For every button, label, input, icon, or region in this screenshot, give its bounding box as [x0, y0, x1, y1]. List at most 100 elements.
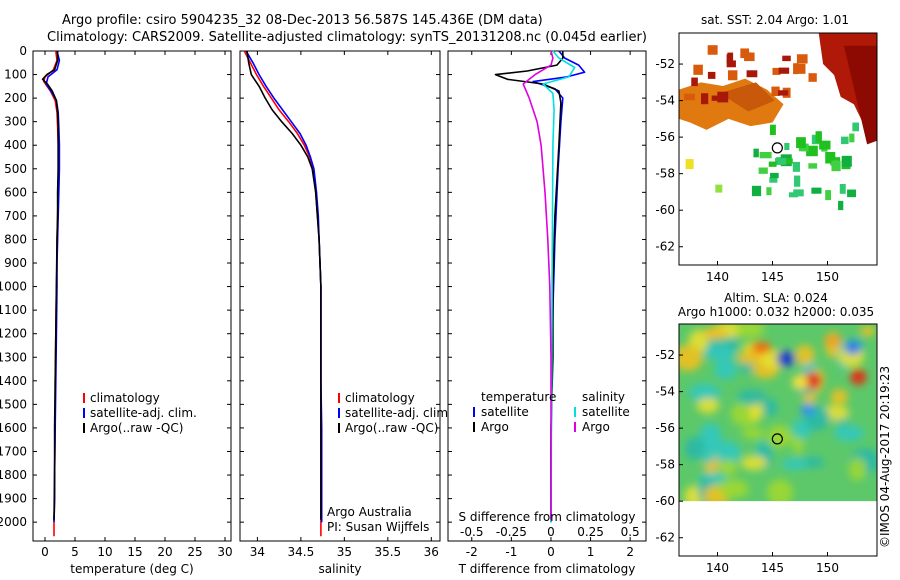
y-tick-label: 0 [19, 44, 27, 58]
s-diff-tick-label: 0.5 [621, 525, 640, 539]
sla-anomaly [860, 325, 876, 337]
sst-cold-patch [753, 148, 759, 158]
x-tick-label: 2 [626, 545, 634, 559]
x-tick-label: 35 [337, 545, 352, 559]
sla-anomaly [741, 455, 768, 471]
sst-cold-patch [794, 175, 801, 187]
x-axis-label: salinity [318, 562, 361, 576]
s-diff-tick-label: 0.25 [577, 525, 604, 539]
map-field [679, 324, 877, 556]
sla-blobs [679, 324, 877, 509]
y-tick-label: 1300 [0, 350, 27, 364]
map-y-tick-label: -62 [655, 531, 675, 545]
x-tick-label: 5 [71, 545, 79, 559]
sla-anomaly [833, 425, 864, 442]
sst-patch [796, 63, 806, 74]
credit-line2: PI: Susan Wijffels [327, 520, 429, 534]
sla-strong-anomaly [776, 350, 795, 367]
x-tick-label: 25 [187, 545, 202, 559]
sla-anomaly [714, 359, 737, 380]
map-field [679, 33, 877, 211]
sst-cold-patch [815, 131, 822, 143]
sst-patch [711, 95, 723, 101]
map-x-tick-label: 145 [761, 561, 784, 575]
x-tick-label: 34 [250, 545, 265, 559]
sla-anomaly [679, 344, 703, 372]
sst-cold-patch [770, 172, 779, 179]
y-tick-label: 900 [4, 256, 27, 270]
sst-cold-patch [793, 189, 804, 197]
sla-anomaly [696, 397, 720, 414]
sst-patch [771, 86, 780, 97]
sla-map-title-line1: Altim. SLA: 0.024 [724, 291, 828, 305]
sla-anomaly [767, 424, 792, 448]
sst-patch [778, 90, 789, 96]
x-tick-label: 15 [127, 545, 142, 559]
sst-cold-patch [841, 155, 852, 167]
sst-orange-core [719, 82, 775, 112]
sst-cold-patch [792, 161, 800, 172]
x-tick-label: 0 [41, 545, 49, 559]
sst-cold-patch [758, 167, 768, 174]
sla-strong-anomaly [844, 340, 861, 355]
legend-label-temp-argo: Argo [481, 420, 509, 434]
sst-patch [782, 55, 791, 62]
sla-anomaly [704, 344, 736, 361]
sst-cold-patch [849, 133, 855, 143]
sst-warm-core [844, 45, 877, 145]
s-diff-tick-label: 0 [547, 525, 555, 539]
sla-anomaly [762, 398, 778, 417]
sla-anomaly [767, 479, 793, 506]
y-tick-label: 700 [4, 209, 27, 223]
map-frame [678, 323, 878, 557]
sst-map-title: sat. SST: 2.04 Argo: 1.01 [701, 13, 849, 27]
x-tick-label: 34.5 [288, 545, 315, 559]
x-tick-label: 1 [587, 545, 595, 559]
sla-strong-anomaly [703, 327, 728, 340]
s-diff-tick-label: -0.5 [460, 525, 483, 539]
map-y-tick-label: -62 [655, 240, 675, 254]
sst-patch [700, 93, 709, 105]
y-tick-label: 600 [4, 185, 27, 199]
sst-patch [778, 67, 790, 74]
s-diff-axis-label: S difference from climatology [459, 510, 636, 524]
x-tick-label: -1 [505, 545, 517, 559]
sst-patch [726, 60, 736, 68]
y-tick-label: 400 [4, 138, 27, 152]
sla-anomaly [713, 441, 741, 465]
y-tick-label: 2000 [0, 515, 27, 529]
sla-strong-anomaly [792, 375, 808, 390]
plot-frame [447, 50, 647, 542]
sst-map: sat. SST: 2.04 Argo: 1.01 140 145 150 -52 -54… [655, 13, 878, 284]
series-line-argo [41, 51, 60, 520]
x-axis-label: T difference from climatology [458, 562, 636, 576]
map-x-tick-label: 140 [706, 270, 729, 284]
sst-patch [745, 52, 752, 58]
x-tick-label: 10 [97, 545, 112, 559]
sst-patch [691, 77, 698, 87]
y-tick-label: 300 [4, 115, 27, 129]
credit-side: ©IMOS 04-Aug-2017 20:19:23 [878, 366, 892, 548]
sst-cold-patch [839, 183, 846, 194]
sst-patch [793, 63, 799, 75]
sst-patch [746, 70, 758, 78]
legend-label-climatology: climatology [90, 391, 160, 405]
sst-patch [796, 54, 808, 64]
sst-patch [727, 70, 738, 81]
map-x-tick-label: 145 [761, 270, 784, 284]
sst-cold-patch [768, 161, 777, 167]
sst-cold-patch [808, 163, 818, 169]
sla-anomaly [699, 423, 722, 451]
temperature-panel: 0 5 10 15 20 25 300100200300400500600700800900… [0, 44, 233, 576]
map-frame [678, 32, 878, 266]
legend-label-argo: Argo(..raw -QC) [90, 421, 183, 435]
sst-patch [717, 91, 729, 103]
map-x-tick-label: 140 [706, 561, 729, 575]
sst-yellowgreen-patch [715, 184, 723, 193]
y-tick-label: 100 [4, 68, 27, 82]
series-line-salinity-satellite [542, 50, 576, 523]
y-tick-label: 800 [4, 232, 27, 246]
sst-patch [693, 64, 703, 75]
